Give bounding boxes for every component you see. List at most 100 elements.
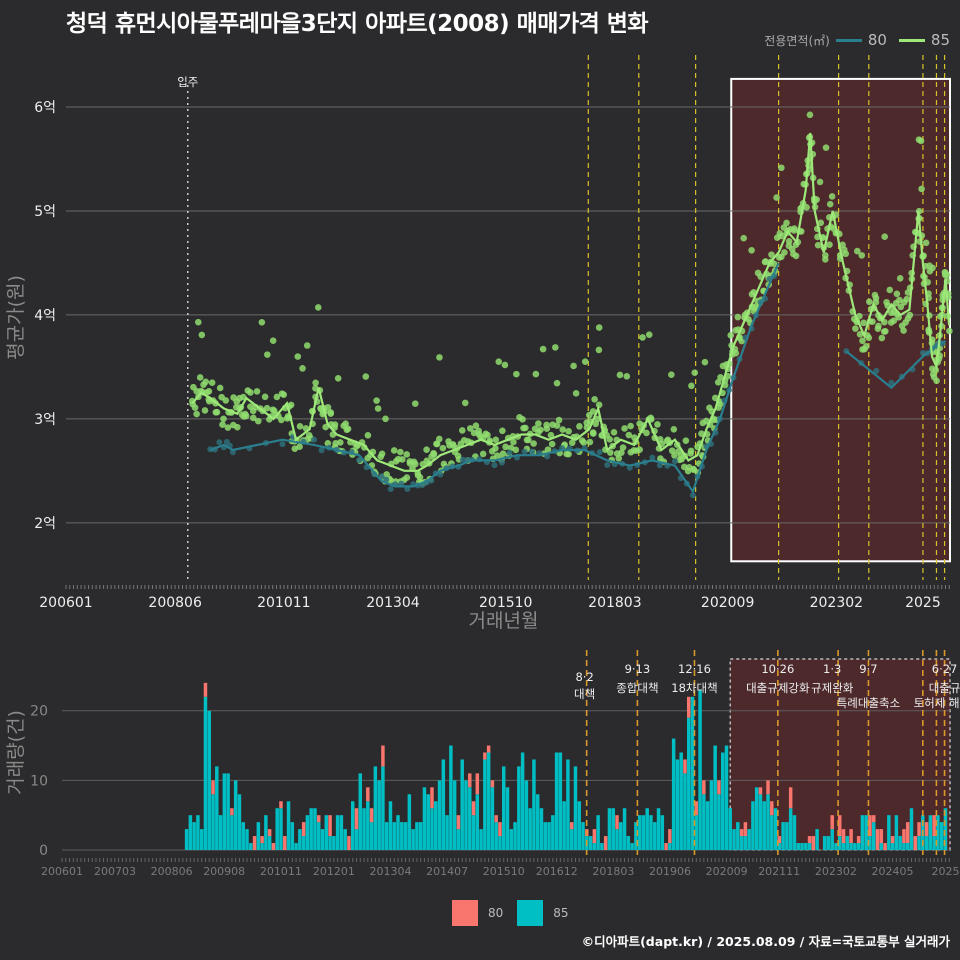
bar-85: [592, 843, 597, 850]
bar-85: [486, 752, 491, 850]
bar-85: [709, 780, 714, 850]
bar-85: [653, 822, 657, 850]
bar-85: [936, 815, 940, 850]
bar-85: [917, 836, 921, 850]
scatter-point-85: [373, 397, 380, 404]
scatter-point-80: [318, 447, 325, 454]
scatter-point-85: [869, 318, 876, 325]
legend-label-85: 85: [930, 31, 950, 49]
scatter-point-85: [234, 423, 241, 431]
x-tick-label: 202009: [701, 595, 754, 611]
bar-85: [607, 808, 612, 850]
bar-85: [332, 836, 336, 850]
scatter-point-85: [213, 408, 221, 416]
bar-85: [520, 752, 525, 850]
scatter-point-85: [495, 358, 503, 366]
scatter-point-85: [590, 430, 597, 437]
policy-date-label: 10·26: [761, 662, 794, 676]
bar-85: [396, 815, 400, 850]
bar-80: [301, 822, 306, 837]
volume-x-tick-label: 201304: [369, 865, 411, 878]
scatter-point-85: [324, 403, 332, 411]
x-tick-label: 200601: [39, 595, 92, 611]
bar-85: [879, 843, 884, 850]
bar-85: [698, 689, 702, 850]
scatter-point-85: [436, 435, 443, 443]
price-chart: 2억 3억 4억 5억 6억 200601 200806 201011 201304 201510…: [5, 55, 953, 632]
bar-85: [445, 815, 449, 850]
scatter-point-85: [264, 351, 271, 358]
scatter-point-85: [625, 431, 633, 439]
bar-85: [381, 766, 385, 850]
scatter-point-85: [458, 427, 466, 434]
scatter-point-85: [303, 342, 311, 349]
bar-85: [483, 759, 487, 850]
bar-85: [641, 815, 646, 850]
legend-box-80: [452, 900, 478, 926]
bar-85: [539, 808, 544, 850]
scatter-point-80: [387, 486, 394, 493]
bar-85: [686, 717, 691, 850]
bar-85: [856, 843, 861, 850]
policy-name-label: 대출규: [929, 681, 960, 695]
bar-80: [856, 836, 861, 844]
scatter-point-80: [873, 367, 880, 374]
scatter-point-85: [433, 440, 441, 448]
bar-80: [603, 836, 608, 850]
scatter-point-85: [822, 256, 829, 263]
scatter-point-85: [591, 396, 598, 403]
bar-85: [524, 780, 529, 850]
scatter-point-85: [537, 426, 544, 434]
scatter-point-85: [552, 344, 559, 351]
bar-80: [686, 696, 691, 718]
scatter-point-85: [492, 436, 500, 444]
policy-date-label: 9·13: [625, 662, 651, 676]
bar-80: [694, 801, 699, 816]
bar-80: [347, 836, 351, 850]
bar-85: [679, 752, 683, 850]
scatter-point-85: [687, 447, 695, 455]
bar-85: [611, 808, 615, 850]
bar-85: [720, 752, 725, 850]
scatter-point-85: [854, 247, 861, 255]
volume-x-tick-label: 200908: [203, 865, 245, 878]
scatter-point-85: [701, 358, 709, 366]
scatter-point-85: [479, 450, 487, 458]
scatter-point-85: [878, 334, 886, 342]
scatter-point-85: [589, 408, 597, 415]
bar-85: [724, 745, 729, 850]
bar-85: [713, 745, 717, 850]
bar-85: [732, 829, 736, 850]
bar-85: [460, 759, 464, 850]
volume-x-tick-label: 202405: [871, 865, 913, 878]
scatter-point-85: [623, 373, 631, 380]
scatter-point-85: [890, 317, 898, 324]
bar-85: [468, 787, 472, 850]
bar-85: [407, 794, 412, 850]
scatter-point-85: [312, 379, 319, 387]
scatter-point-85: [216, 384, 224, 392]
bar-85: [656, 808, 661, 850]
bar-85: [558, 752, 563, 850]
scatter-point-85: [294, 353, 302, 360]
bar-85: [388, 801, 393, 850]
bar-85: [256, 822, 261, 850]
bar-85: [788, 808, 793, 850]
bar-85: [747, 829, 751, 850]
scatter-point-85: [269, 337, 277, 344]
scatter-point-85: [781, 249, 788, 256]
scatter-point-85: [618, 449, 625, 456]
bar-80: [267, 829, 272, 837]
volume-y-tick-label: 0: [39, 843, 48, 859]
bar-80: [316, 815, 321, 823]
scatter-point-80: [656, 462, 663, 469]
scatter-point-85: [900, 327, 907, 334]
bar-85: [785, 822, 789, 850]
scatter-point-85: [278, 416, 285, 424]
bar-80: [807, 836, 812, 844]
scatter-point-85: [748, 246, 755, 254]
x-tick-label: 201803: [588, 595, 641, 611]
scatter-point-80: [521, 448, 528, 455]
scatter-point-85: [535, 420, 542, 427]
bar-85: [924, 836, 929, 850]
